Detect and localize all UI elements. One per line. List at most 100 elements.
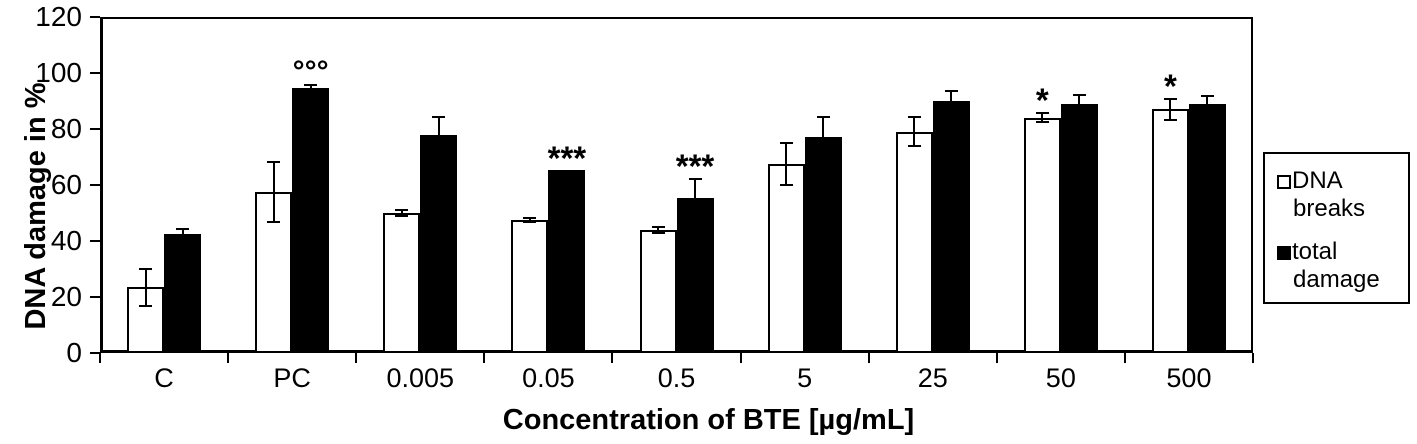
error-bar-cap-top	[1035, 112, 1049, 115]
error-bar	[267, 161, 281, 223]
error-bar-stem	[437, 116, 440, 153]
error-bar-cap-top	[816, 116, 830, 119]
significance-annotation: ***	[675, 147, 715, 185]
x-tick-label: PC	[273, 363, 311, 393]
x-axis-tick	[739, 353, 742, 363]
error-bar	[1035, 112, 1049, 124]
error-bar	[816, 116, 830, 159]
x-axis-tick	[483, 353, 486, 363]
y-axis-tick	[90, 240, 100, 242]
x-axis-tick	[355, 353, 358, 363]
error-bar-cap-bottom	[395, 215, 409, 218]
error-bar-stem	[1041, 112, 1044, 124]
bar-dna-breaks	[511, 220, 549, 353]
x-tick-label: 50	[1045, 363, 1076, 393]
significance-annotation: ***	[547, 139, 587, 177]
error-bar-cap-bottom	[1072, 111, 1086, 114]
error-bar-stem	[1169, 98, 1172, 121]
y-axis-tick	[90, 16, 100, 18]
x-axis-tick	[99, 353, 101, 363]
white-square-icon	[1277, 175, 1291, 189]
error-bar-cap-bottom	[523, 220, 537, 223]
legend-item: DNA breaks	[1277, 167, 1415, 223]
error-bar-stem	[822, 116, 825, 159]
error-bar-cap-bottom	[139, 304, 153, 307]
error-bar-cap-bottom	[304, 90, 318, 93]
legend-label: DNA breaks	[1292, 167, 1366, 222]
y-axis-tick	[90, 128, 100, 130]
x-tick-label: 0.5	[657, 363, 696, 393]
error-bar-cap-top	[688, 178, 702, 180]
y-tick-label: 0	[66, 337, 82, 368]
error-bar-stem	[694, 178, 696, 218]
bar-total-damage	[1060, 103, 1098, 353]
legend-item: total damage	[1277, 238, 1415, 294]
error-bar-stem	[528, 217, 531, 223]
error-bar-stem	[309, 84, 312, 93]
error-bar-cap-bottom	[779, 184, 793, 187]
bar-dna-breaks	[767, 164, 805, 353]
error-bar	[651, 225, 665, 234]
bar-dna-breaks	[639, 229, 677, 353]
y-axis-tick	[90, 184, 100, 186]
error-bar-stem	[181, 228, 184, 240]
error-bar-cap-top	[1163, 98, 1177, 101]
error-bar-stem	[144, 267, 147, 307]
error-bar-stem	[913, 116, 916, 148]
error-bar-cap-top	[1072, 94, 1086, 96]
error-bar	[944, 89, 958, 113]
x-axis-tick	[995, 353, 998, 363]
error-bar	[395, 208, 409, 218]
bar-total-damage	[676, 197, 714, 353]
error-bar	[779, 141, 793, 187]
y-tick-label: 100	[35, 57, 82, 88]
error-bar	[304, 84, 318, 93]
bar-dna-breaks	[1151, 109, 1189, 353]
error-bar-cap-top	[944, 89, 958, 92]
error-bar-cap-top	[139, 267, 153, 270]
error-bar-cap-bottom	[432, 150, 446, 153]
error-bar	[176, 228, 190, 240]
error-bar-stem	[950, 89, 953, 113]
error-bar-cap-top	[779, 141, 793, 144]
error-bar-cap-bottom	[1035, 121, 1049, 124]
error-bar-cap-bottom	[816, 156, 830, 159]
bar-dna-breaks	[1023, 117, 1061, 353]
black-square-icon	[1277, 246, 1291, 260]
error-bar	[432, 116, 446, 153]
error-bar-cap-top	[176, 228, 190, 231]
error-bar	[1163, 98, 1177, 121]
y-axis-tick	[90, 72, 100, 74]
x-tick-label: 0.05	[522, 363, 575, 393]
error-bar-stem	[785, 141, 788, 187]
bar-total-damage	[164, 234, 202, 353]
y-tick-label: 40	[50, 225, 82, 256]
error-bar-cap-bottom	[688, 215, 702, 218]
error-bar-cap-bottom	[267, 220, 281, 223]
bar-dna-breaks	[895, 131, 933, 353]
error-bar	[688, 178, 702, 218]
x-axis-tick	[1252, 353, 1254, 363]
y-axis-tick	[90, 296, 100, 298]
error-bar	[139, 267, 153, 307]
error-bar-cap-bottom	[1200, 110, 1214, 113]
x-axis-tick	[611, 353, 614, 363]
x-tick-label: 25	[917, 363, 948, 393]
bar-total-damage	[420, 134, 458, 353]
significance-annotation: *	[1035, 82, 1049, 120]
error-bar-cap-top	[907, 116, 921, 119]
error-bar	[907, 116, 921, 148]
error-bar-cap-bottom	[944, 110, 958, 113]
error-bar-stem	[1078, 94, 1081, 114]
bar-total-damage	[292, 88, 330, 353]
significance-annotation: °°°	[292, 55, 329, 89]
error-bar-stem	[400, 208, 403, 218]
legend: DNA breaks total damage	[1263, 152, 1410, 304]
y-axis-tick	[90, 352, 100, 354]
error-bar-cap-top	[432, 116, 446, 119]
error-bar-cap-bottom	[907, 145, 921, 148]
y-tick-label: 120	[35, 1, 82, 32]
bar-total-damage	[548, 169, 586, 353]
x-tick-label: 5	[797, 363, 813, 393]
error-bar	[1072, 94, 1086, 114]
